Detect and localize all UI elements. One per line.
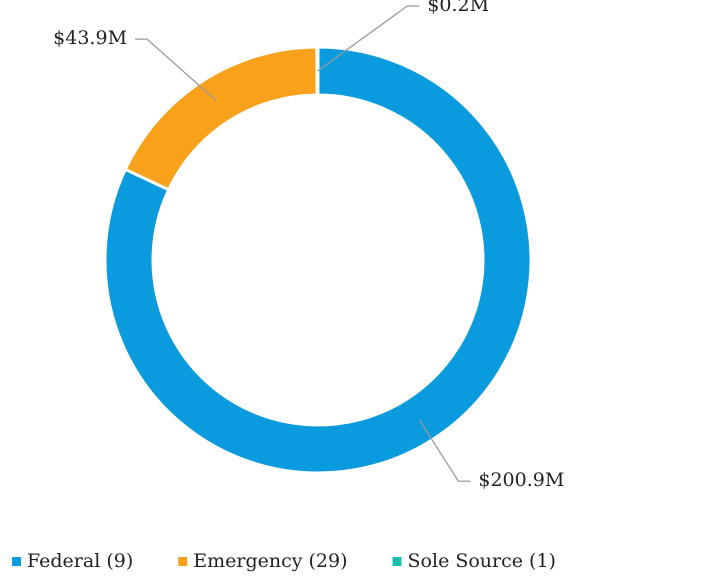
leader-line	[317, 5, 420, 72]
leader-line	[418, 419, 471, 482]
legend-label: Sole Source (1)	[408, 550, 556, 572]
donut-slice	[123, 45, 319, 192]
legend-swatch	[12, 557, 21, 566]
donut-slice	[103, 45, 533, 475]
leader-line	[135, 38, 217, 102]
data-label: $200.9M	[478, 469, 564, 491]
donut-slice	[315, 45, 320, 97]
legend-label: Emergency (29)	[193, 550, 347, 572]
data-label: $0.2M	[427, 0, 489, 16]
legend-label: Federal (9)	[27, 550, 133, 572]
legend-swatch	[178, 557, 188, 566]
data-label: $43.9M	[53, 27, 127, 49]
legend-swatch	[392, 557, 402, 566]
